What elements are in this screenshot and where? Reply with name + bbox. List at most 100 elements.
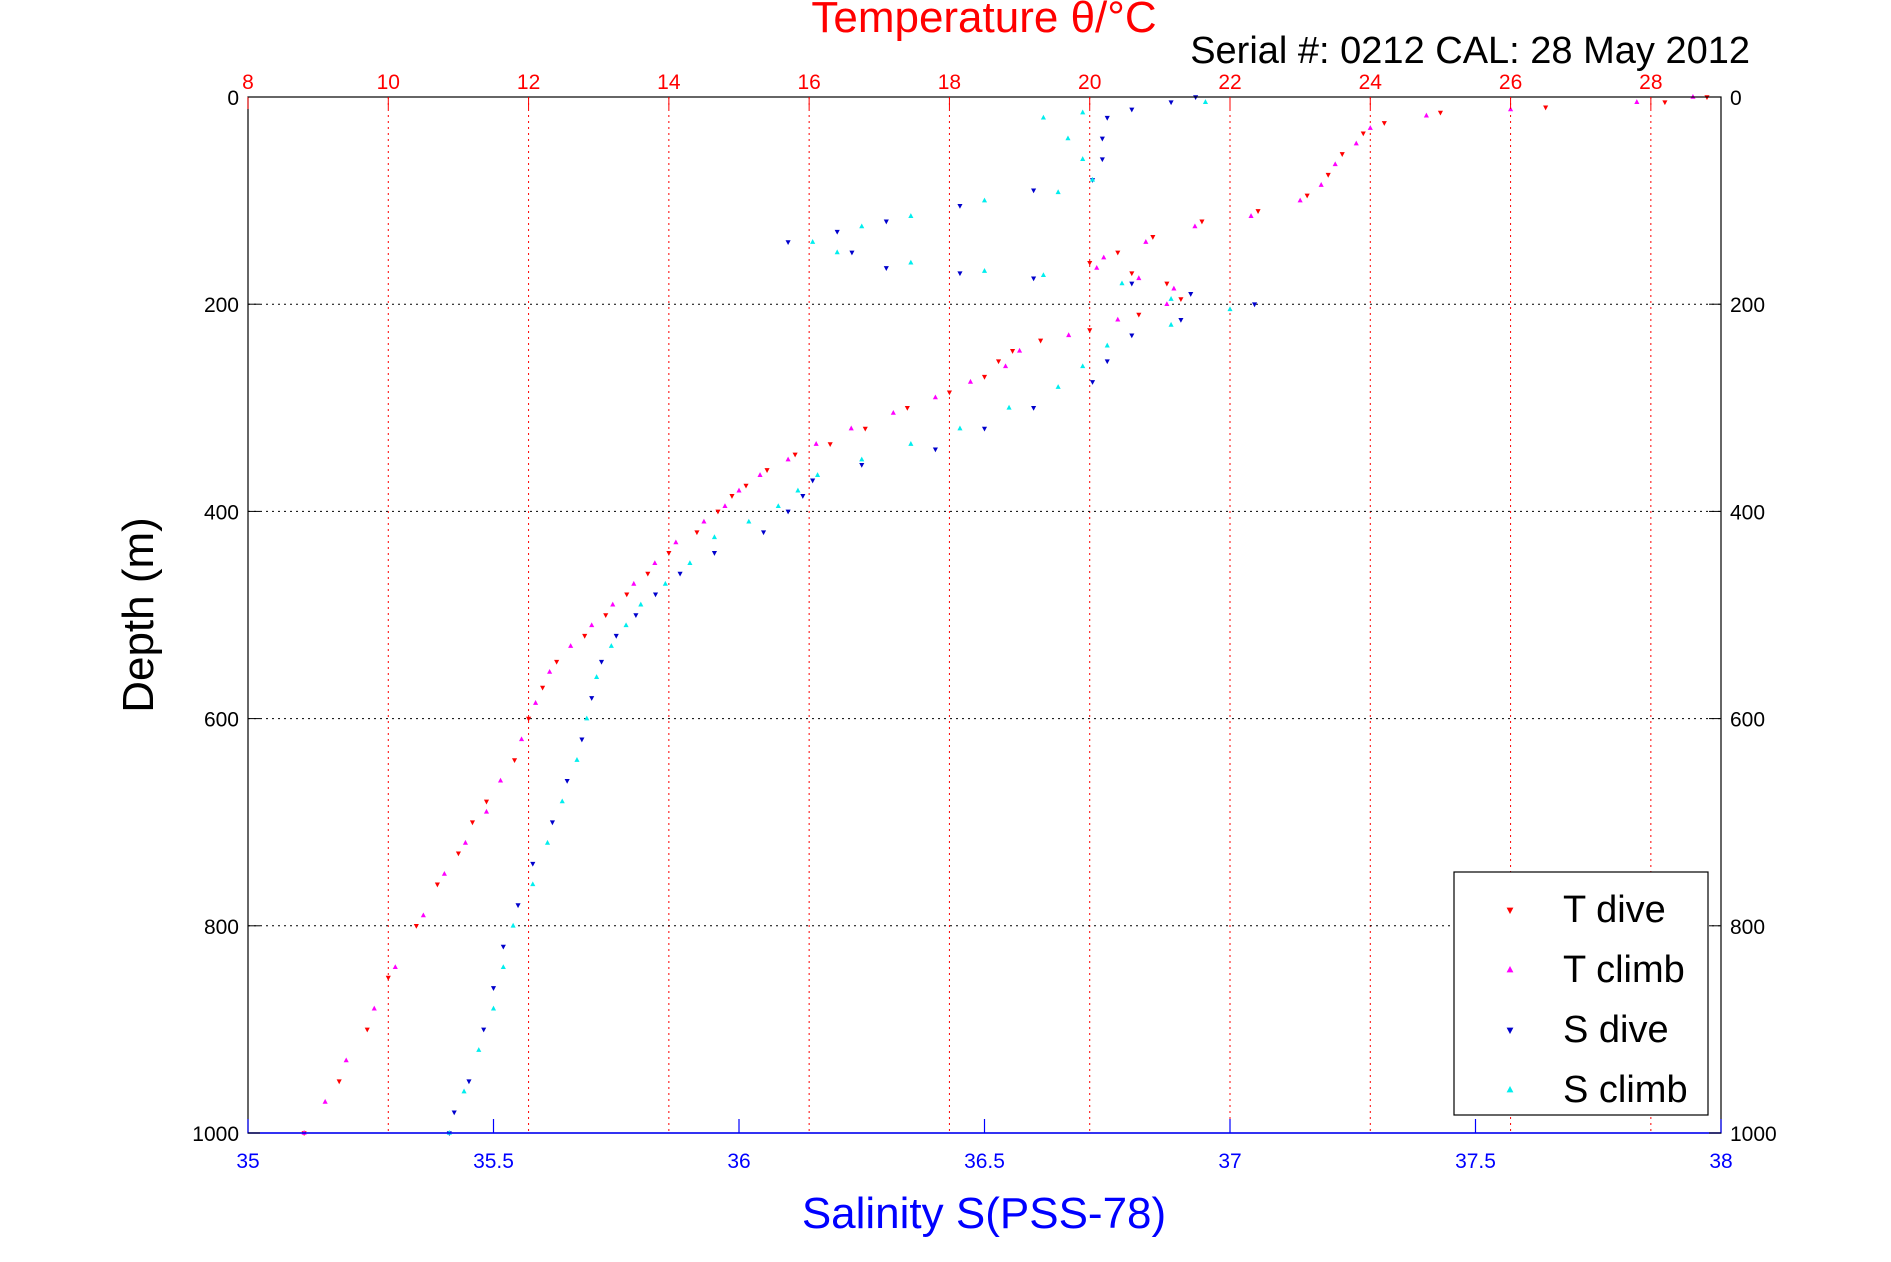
data-point bbox=[462, 839, 468, 845]
legend-label: T dive bbox=[1563, 889, 1666, 931]
right-axis-tick-label: 1000 bbox=[1730, 1123, 1777, 1146]
data-point bbox=[1099, 136, 1105, 142]
data-point bbox=[1178, 297, 1184, 303]
right-axis-tick-label: 200 bbox=[1730, 294, 1765, 317]
data-point bbox=[813, 441, 819, 446]
data-point bbox=[519, 736, 525, 742]
data-point bbox=[1104, 342, 1110, 348]
data-point bbox=[746, 518, 752, 524]
data-point bbox=[1192, 223, 1198, 229]
data-point bbox=[849, 250, 855, 256]
left-axis-tick-label: 800 bbox=[204, 916, 239, 939]
data-point bbox=[834, 249, 840, 255]
data-point bbox=[729, 494, 735, 499]
data-point bbox=[1227, 306, 1233, 312]
data-point bbox=[451, 1110, 457, 1116]
data-point bbox=[526, 716, 532, 722]
data-point bbox=[1099, 157, 1105, 163]
data-point bbox=[810, 239, 816, 244]
data-point bbox=[792, 452, 798, 458]
data-point bbox=[589, 696, 595, 701]
data-point bbox=[1129, 281, 1135, 287]
data-point bbox=[1080, 363, 1086, 369]
data-point bbox=[677, 571, 683, 577]
data-point bbox=[967, 378, 974, 384]
data-point bbox=[1010, 349, 1016, 354]
data-point bbox=[645, 571, 651, 577]
data-point bbox=[800, 494, 806, 499]
left-axis-tick-label: 1000 bbox=[192, 1123, 239, 1146]
data-point bbox=[810, 478, 816, 484]
data-point bbox=[497, 777, 504, 783]
data-point bbox=[981, 197, 988, 203]
data-point bbox=[1080, 156, 1086, 161]
data-point bbox=[481, 1027, 487, 1033]
data-point bbox=[1164, 301, 1170, 306]
data-point bbox=[827, 442, 833, 448]
bottom-axis-title: Salinity S(PSS-78) bbox=[802, 1189, 1166, 1238]
bottom-axis-tick-label: 35 bbox=[236, 1150, 259, 1173]
data-point bbox=[420, 912, 426, 918]
data-point bbox=[1634, 99, 1640, 104]
data-point bbox=[764, 468, 770, 473]
data-point bbox=[834, 229, 840, 235]
data-point bbox=[544, 839, 551, 845]
data-point bbox=[547, 668, 553, 674]
left-axis-tick-label: 400 bbox=[204, 501, 239, 524]
legend-label: T climb bbox=[1563, 949, 1685, 991]
legend-marker bbox=[1506, 966, 1514, 973]
data-point bbox=[1129, 107, 1135, 113]
top-axis-tick-label: 16 bbox=[797, 71, 820, 94]
data-point bbox=[476, 1047, 482, 1052]
data-point bbox=[662, 580, 668, 586]
data-point bbox=[1002, 363, 1009, 369]
data-point bbox=[1332, 161, 1338, 167]
data-point bbox=[490, 1005, 497, 1011]
data-point bbox=[1080, 109, 1086, 115]
bottom-axis-tick-label: 35.5 bbox=[473, 1150, 514, 1173]
series-t-climb bbox=[301, 94, 1696, 1135]
data-point bbox=[1087, 328, 1093, 334]
plot-data-markers bbox=[301, 94, 1710, 1136]
data-point bbox=[568, 643, 574, 648]
data-point bbox=[736, 487, 742, 493]
legend: T dive T climb S dive S climb bbox=[1453, 871, 1709, 1116]
data-point bbox=[594, 674, 600, 679]
data-point bbox=[500, 944, 506, 950]
data-point bbox=[1136, 275, 1142, 281]
data-point bbox=[904, 406, 910, 411]
data-point bbox=[1129, 333, 1135, 339]
right-axis-tick-label: 800 bbox=[1730, 916, 1765, 939]
data-point bbox=[371, 1005, 377, 1011]
legend-label: S dive bbox=[1563, 1009, 1669, 1051]
data-point bbox=[1339, 152, 1345, 157]
data-point bbox=[1353, 140, 1359, 146]
bottom-axis-tick-label: 36.5 bbox=[964, 1150, 1005, 1173]
data-point bbox=[1017, 347, 1023, 353]
data-point bbox=[1178, 317, 1184, 323]
data-point bbox=[981, 268, 988, 273]
data-point bbox=[1087, 260, 1093, 266]
data-point bbox=[559, 798, 565, 804]
data-point bbox=[1543, 105, 1549, 111]
y-axis-title: Depth (m) bbox=[114, 517, 163, 713]
data-point bbox=[1129, 271, 1135, 277]
data-point bbox=[1065, 135, 1071, 141]
data-point bbox=[554, 659, 560, 665]
data-point bbox=[1150, 235, 1156, 240]
data-point bbox=[995, 359, 1002, 365]
data-point bbox=[743, 483, 749, 489]
data-point bbox=[385, 975, 391, 981]
data-point bbox=[932, 394, 938, 400]
legend-marker bbox=[1506, 1027, 1514, 1034]
data-point bbox=[1437, 110, 1443, 116]
data-point bbox=[722, 503, 728, 509]
left-axis-tick-label: 0 bbox=[227, 87, 239, 110]
data-point bbox=[1104, 115, 1110, 121]
data-point bbox=[1143, 239, 1149, 244]
data-point bbox=[673, 539, 679, 545]
data-point bbox=[322, 1098, 328, 1104]
data-point bbox=[434, 882, 440, 888]
data-point bbox=[1168, 321, 1174, 327]
bottom-axis-tick-label: 37 bbox=[1218, 1150, 1241, 1173]
